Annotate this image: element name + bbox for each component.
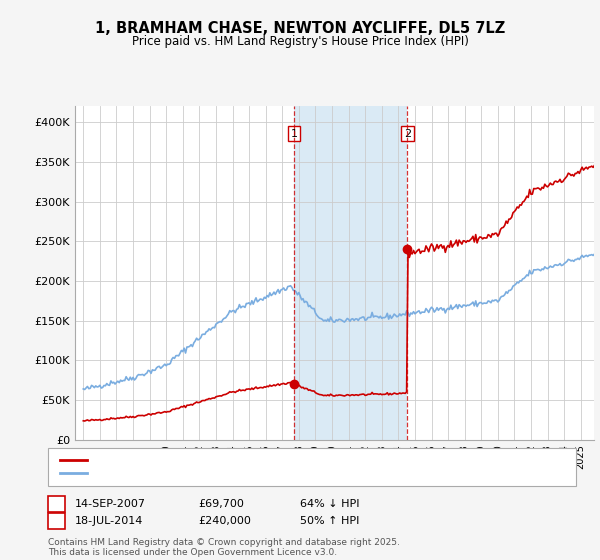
Text: £240,000: £240,000 [198, 516, 251, 526]
Bar [294, 106, 407, 440]
Text: 2: 2 [53, 514, 60, 528]
Text: 1, BRAMHAM CHASE, NEWTON AYCLIFFE, DL5 7LZ (detached house): 1, BRAMHAM CHASE, NEWTON AYCLIFFE, DL5 7… [90, 455, 443, 465]
Text: 1, BRAMHAM CHASE, NEWTON AYCLIFFE, DL5 7LZ: 1, BRAMHAM CHASE, NEWTON AYCLIFFE, DL5 7… [95, 21, 505, 36]
Text: Price paid vs. HM Land Registry's House Price Index (HPI): Price paid vs. HM Land Registry's House … [131, 35, 469, 48]
Text: 14-SEP-2007: 14-SEP-2007 [75, 499, 146, 509]
Text: 18-JUL-2014: 18-JUL-2014 [75, 516, 143, 526]
Text: 50% ↑ HPI: 50% ↑ HPI [300, 516, 359, 526]
Text: 64% ↓ HPI: 64% ↓ HPI [300, 499, 359, 509]
Text: 1: 1 [290, 129, 298, 139]
Text: 1: 1 [53, 497, 60, 511]
Text: £69,700: £69,700 [198, 499, 244, 509]
Text: Contains HM Land Registry data © Crown copyright and database right 2025.
This d: Contains HM Land Registry data © Crown c… [48, 538, 400, 557]
Text: HPI: Average price, detached house, County Durham: HPI: Average price, detached house, Coun… [90, 468, 365, 478]
Text: 2: 2 [404, 129, 411, 139]
